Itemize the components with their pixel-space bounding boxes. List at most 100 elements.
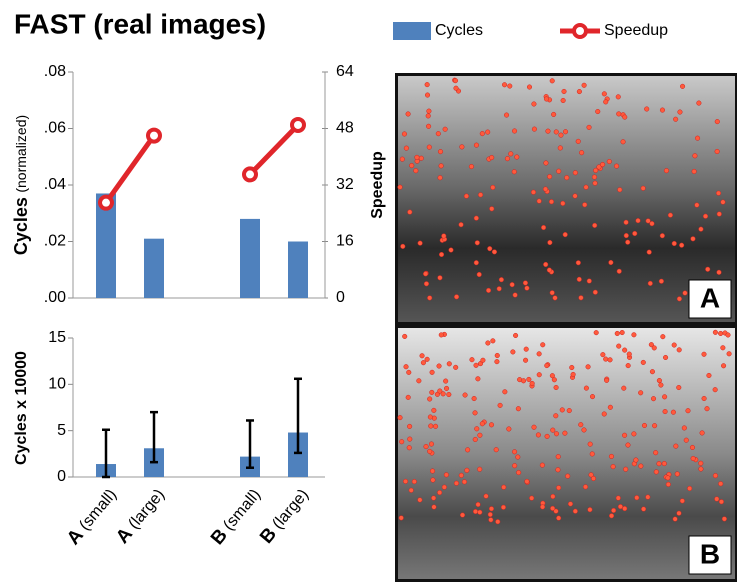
feature-dot [661, 334, 666, 339]
feature-dot [460, 145, 465, 150]
x-tick-label: B (small) [207, 485, 266, 549]
feature-dot [646, 495, 651, 500]
y2-tick-label: 48 [336, 120, 354, 137]
feature-dot [699, 227, 704, 232]
feature-dot [507, 427, 512, 432]
feature-dot [512, 169, 517, 174]
feature-dot [611, 464, 616, 469]
feature-dot [454, 295, 459, 300]
feature-dot [717, 212, 722, 217]
feature-dot [527, 377, 532, 382]
feature-dot [621, 139, 626, 144]
feature-dot [715, 149, 720, 154]
marker [148, 130, 160, 142]
feature-dot [577, 89, 582, 94]
feature-dot [513, 293, 518, 298]
feature-dot [556, 467, 561, 472]
feature-dot [576, 139, 581, 144]
feature-dot [430, 469, 435, 474]
feature-dot [508, 152, 513, 157]
feature-dot [488, 512, 493, 517]
feature-dot [414, 168, 419, 173]
feature-dot [651, 396, 656, 401]
feature-dot [563, 129, 568, 134]
feature-dot [521, 378, 526, 383]
feature-dot [666, 482, 671, 487]
feature-dot [673, 117, 678, 122]
feature-dot [616, 496, 621, 501]
y2-axis-label: Speedup [369, 151, 386, 219]
feature-dot [512, 463, 517, 468]
feature-dot [432, 408, 437, 413]
feature-dot [636, 218, 641, 223]
feature-dot [576, 260, 581, 265]
feature-dot [713, 387, 718, 392]
feature-dot [514, 155, 519, 160]
feature-dot [568, 502, 573, 507]
feature-dot [672, 343, 677, 348]
feature-dot [453, 365, 458, 370]
feature-dot [553, 296, 558, 301]
feature-dot [692, 169, 697, 174]
feature-dot [722, 517, 727, 522]
feature-dot [436, 131, 441, 136]
feature-dot [487, 246, 492, 251]
feature-dot [721, 200, 726, 205]
feature-dot [616, 95, 621, 100]
feature-dot [550, 79, 555, 84]
feature-dot [427, 109, 432, 114]
y-tick-label: 10 [48, 376, 66, 393]
line [106, 125, 298, 203]
feature-dot [567, 408, 572, 413]
feature-dot [439, 333, 444, 338]
feature-dot [443, 127, 448, 132]
feature-dot [444, 473, 449, 478]
feature-dot [560, 408, 565, 413]
feature-dot [537, 199, 542, 204]
feature-dot [634, 495, 639, 500]
feature-dot [617, 187, 622, 192]
feature-dot [582, 83, 587, 88]
feature-dot [473, 437, 478, 442]
feature-dot [642, 423, 647, 428]
feature-dot [549, 199, 554, 204]
feature-dot [525, 286, 530, 291]
feature-dot [588, 507, 593, 512]
feature-dot [441, 234, 446, 239]
feature-dot [719, 499, 724, 504]
feature-dot [407, 437, 412, 442]
feature-dot [403, 479, 408, 484]
feature-dot [626, 363, 631, 368]
feature-dot [705, 267, 710, 272]
feature-dot [622, 506, 627, 511]
feature-dot [641, 507, 646, 512]
feature-dot [544, 161, 549, 166]
y-tick-label: .06 [44, 120, 66, 137]
feature-dot [650, 369, 655, 374]
feature-dot [476, 377, 481, 382]
feature-dot [677, 297, 682, 302]
feature-dot [489, 423, 494, 428]
feature-dot [604, 378, 609, 383]
feature-dot [478, 193, 483, 198]
feature-dot [428, 415, 433, 420]
feature-dot [439, 164, 444, 169]
figure: FAST (real images) A B .00.02.04.06.0801… [0, 0, 737, 582]
feature-dot [406, 112, 411, 117]
feature-dot [404, 364, 409, 369]
feature-dot [554, 130, 559, 135]
feature-dot [601, 352, 606, 357]
feature-dot [474, 260, 479, 265]
feature-dot [644, 107, 649, 112]
image-label: A [700, 282, 720, 313]
feature-dot [547, 174, 552, 179]
feature-dot [505, 156, 510, 161]
feature-dot [593, 290, 598, 295]
feature-dot [484, 494, 489, 499]
feature-dot [562, 89, 567, 94]
feature-dot [516, 470, 521, 475]
feature-dot [432, 505, 437, 510]
feature-dot [492, 250, 497, 255]
feature-dot [429, 442, 434, 447]
feature-dot [491, 339, 496, 344]
